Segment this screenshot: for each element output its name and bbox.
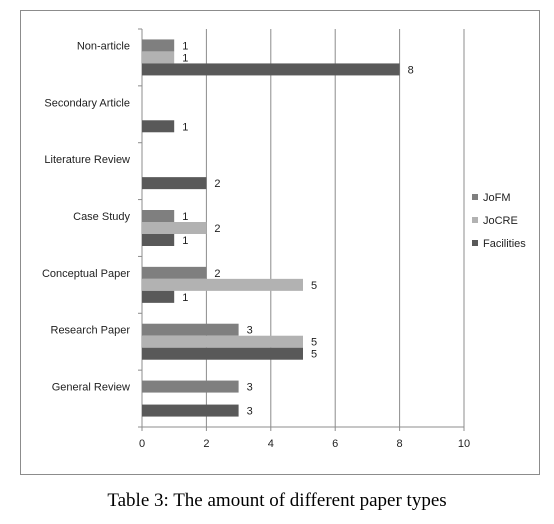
data-label-facilities-research-paper: 5 (311, 349, 317, 361)
x-tick-label-0: 0 (139, 438, 145, 450)
legend-label-jofm: JoFM (483, 192, 511, 204)
x-tick-label-8: 8 (397, 438, 403, 450)
data-label-jocre-case-study: 2 (214, 223, 220, 235)
bar-facilities-case-study (142, 234, 175, 246)
data-label-facilities-case-study: 1 (182, 235, 188, 247)
legend-swatch-facilities (472, 240, 478, 246)
data-label-jocre-research-paper: 5 (311, 337, 317, 349)
category-label-literature-review: Literature Review (44, 154, 130, 166)
chart-caption: Table 3: The amount of different paper t… (107, 490, 447, 511)
bar-jocre-research-paper (142, 335, 303, 348)
bar-jofm-research-paper (142, 323, 239, 336)
bar-facilities-literature-review (142, 177, 207, 190)
bar-facilities-secondary-article (142, 120, 175, 133)
category-label-secondary-article: Secondary Article (44, 97, 130, 109)
data-label-facilities-conceptual-paper: 1 (182, 292, 188, 304)
x-tick-label-6: 6 (332, 438, 338, 450)
legend-label-facilities: Facilities (483, 238, 526, 250)
data-label-facilities-literature-review: 2 (214, 178, 220, 190)
data-label-jofm-conceptual-paper: 2 (214, 268, 220, 280)
category-label-non-article: Non-article (77, 40, 130, 52)
data-label-jofm-general-review: 3 (247, 382, 253, 394)
data-label-jocre-non-article: 1 (182, 52, 188, 64)
category-label-conceptual-paper: Conceptual Paper (42, 268, 130, 280)
legend-swatch-jofm (472, 194, 478, 200)
x-tick-label-4: 4 (268, 438, 274, 450)
chart-frame: 0 2 4 6 8 10 Non-article 1 1 8 Secondary Article 1 L… (20, 10, 540, 475)
category-label-research-paper: Research Paper (51, 325, 131, 337)
x-tick-label-2: 2 (203, 438, 209, 450)
data-label-jocre-conceptual-paper: 5 (311, 280, 317, 292)
data-label-facilities-secondary-article: 1 (182, 121, 188, 133)
category-label-case-study: Case Study (73, 211, 130, 223)
bar-facilities-research-paper (142, 347, 303, 360)
bar-facilities-conceptual-paper (142, 290, 175, 303)
bar-jocre-non-article (142, 51, 175, 64)
data-label-jofm-non-article: 1 (182, 40, 188, 52)
bar-jocre-conceptual-paper (142, 278, 303, 291)
bar-jofm-conceptual-paper (142, 266, 207, 279)
legend-swatch-jocre (472, 217, 478, 223)
bar-jofm-general-review (142, 380, 239, 393)
bar-jofm-non-article (142, 39, 175, 52)
data-label-facilities-non-article: 8 (408, 64, 414, 76)
legend-label-jocre: JoCRE (483, 215, 518, 227)
category-label-general-review: General Review (52, 382, 130, 394)
bar-jofm-case-study (142, 210, 175, 222)
x-tick-label-10: 10 (458, 438, 470, 450)
bar-jocre-case-study (142, 222, 207, 234)
data-label-facilities-general-review: 3 (247, 406, 253, 418)
bar-facilities-non-article (142, 63, 400, 76)
bar-facilities-general-review (142, 404, 239, 417)
data-label-jofm-research-paper: 3 (247, 325, 253, 337)
data-label-jofm-case-study: 1 (182, 211, 188, 223)
